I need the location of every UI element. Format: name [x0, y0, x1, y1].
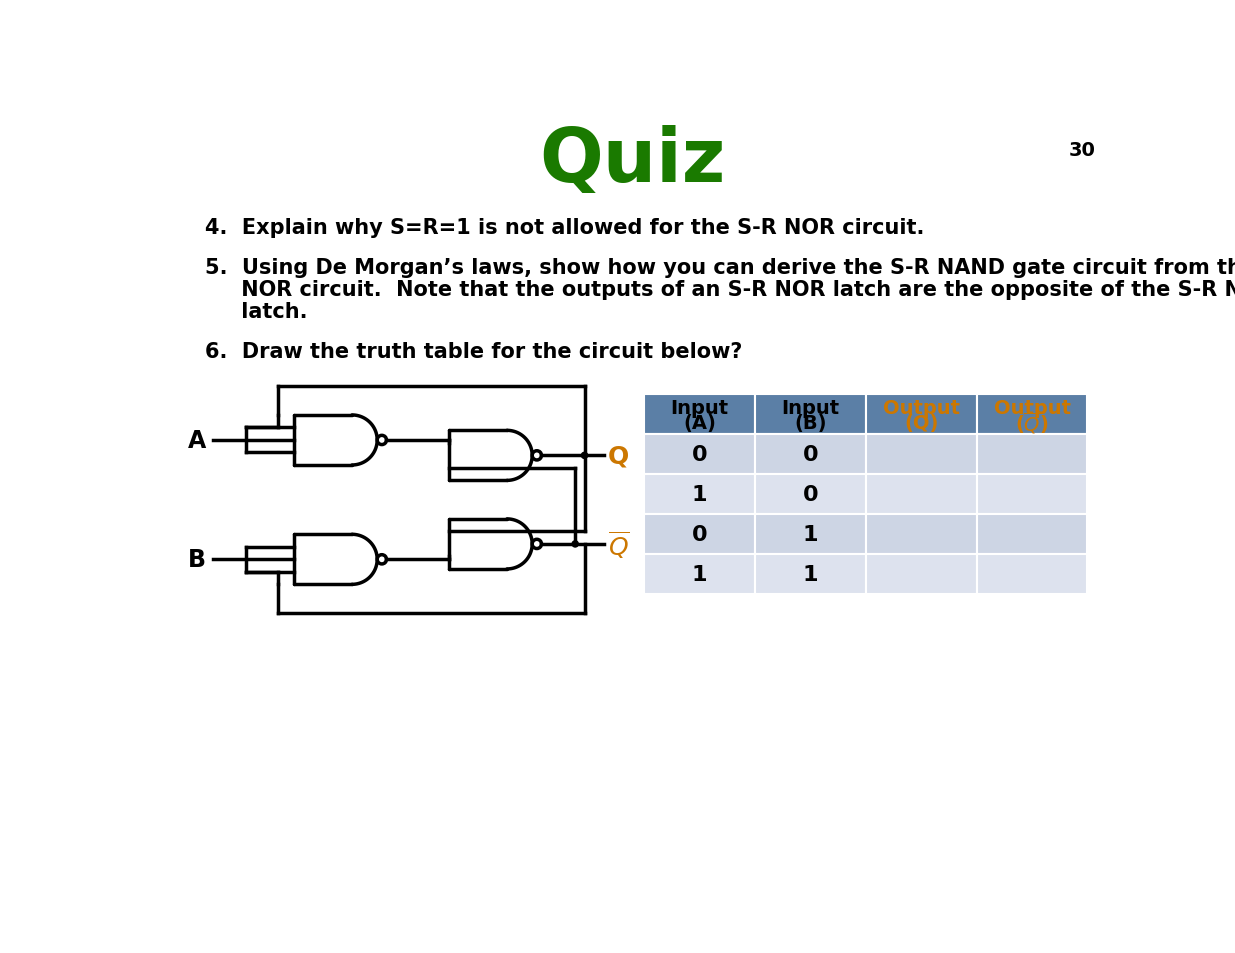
- Text: 1: 1: [692, 564, 708, 584]
- Text: A: A: [188, 429, 206, 453]
- Text: 6.  Draw the truth table for the circuit below?: 6. Draw the truth table for the circuit …: [205, 342, 742, 362]
- Text: Q: Q: [608, 444, 629, 468]
- Text: 0: 0: [803, 484, 819, 504]
- Circle shape: [572, 541, 578, 547]
- Bar: [755, 515, 866, 555]
- Bar: [645, 475, 755, 515]
- Bar: [755, 475, 866, 515]
- Text: 0: 0: [692, 524, 708, 544]
- Text: Output: Output: [883, 398, 960, 417]
- Text: Input: Input: [671, 398, 729, 417]
- Bar: [755, 435, 866, 475]
- Bar: [977, 435, 1088, 475]
- Text: 1: 1: [692, 484, 708, 504]
- Text: Output: Output: [994, 398, 1071, 417]
- Bar: [866, 475, 977, 515]
- Text: 5.  Using De Morgan’s laws, show how you can derive the S-R NAND gate circuit fr: 5. Using De Morgan’s laws, show how you …: [205, 258, 1235, 278]
- Text: 0: 0: [692, 444, 708, 464]
- Bar: [977, 475, 1088, 515]
- Bar: [977, 395, 1088, 435]
- Text: (B): (B): [794, 414, 826, 433]
- Text: 4.  Explain why S=R=1 is not allowed for the S-R NOR circuit.: 4. Explain why S=R=1 is not allowed for …: [205, 217, 924, 237]
- Text: 0: 0: [803, 444, 819, 464]
- Text: ($\overline{Q}$): ($\overline{Q}$): [1015, 410, 1049, 436]
- Text: $\overline{Q}$: $\overline{Q}$: [608, 528, 630, 560]
- Text: (A): (A): [683, 414, 716, 433]
- Bar: [977, 555, 1088, 595]
- Bar: [866, 555, 977, 595]
- Text: B: B: [188, 548, 206, 572]
- Text: 1: 1: [803, 524, 818, 544]
- Text: latch.: latch.: [205, 301, 308, 321]
- Circle shape: [582, 453, 588, 459]
- Text: Input: Input: [782, 398, 840, 417]
- Text: 1: 1: [803, 564, 818, 584]
- Bar: [866, 515, 977, 555]
- Bar: [755, 395, 866, 435]
- Text: 30: 30: [1070, 140, 1095, 159]
- Bar: [645, 515, 755, 555]
- Bar: [645, 395, 755, 435]
- Bar: [866, 395, 977, 435]
- Text: NOR circuit.  Note that the outputs of an S-R NOR latch are the opposite of the : NOR circuit. Note that the outputs of an…: [205, 280, 1235, 299]
- Bar: [977, 515, 1088, 555]
- Bar: [755, 555, 866, 595]
- Bar: [645, 435, 755, 475]
- Bar: [866, 435, 977, 475]
- Text: Quiz: Quiz: [540, 125, 726, 198]
- Text: (Q): (Q): [904, 414, 939, 433]
- Bar: [645, 555, 755, 595]
